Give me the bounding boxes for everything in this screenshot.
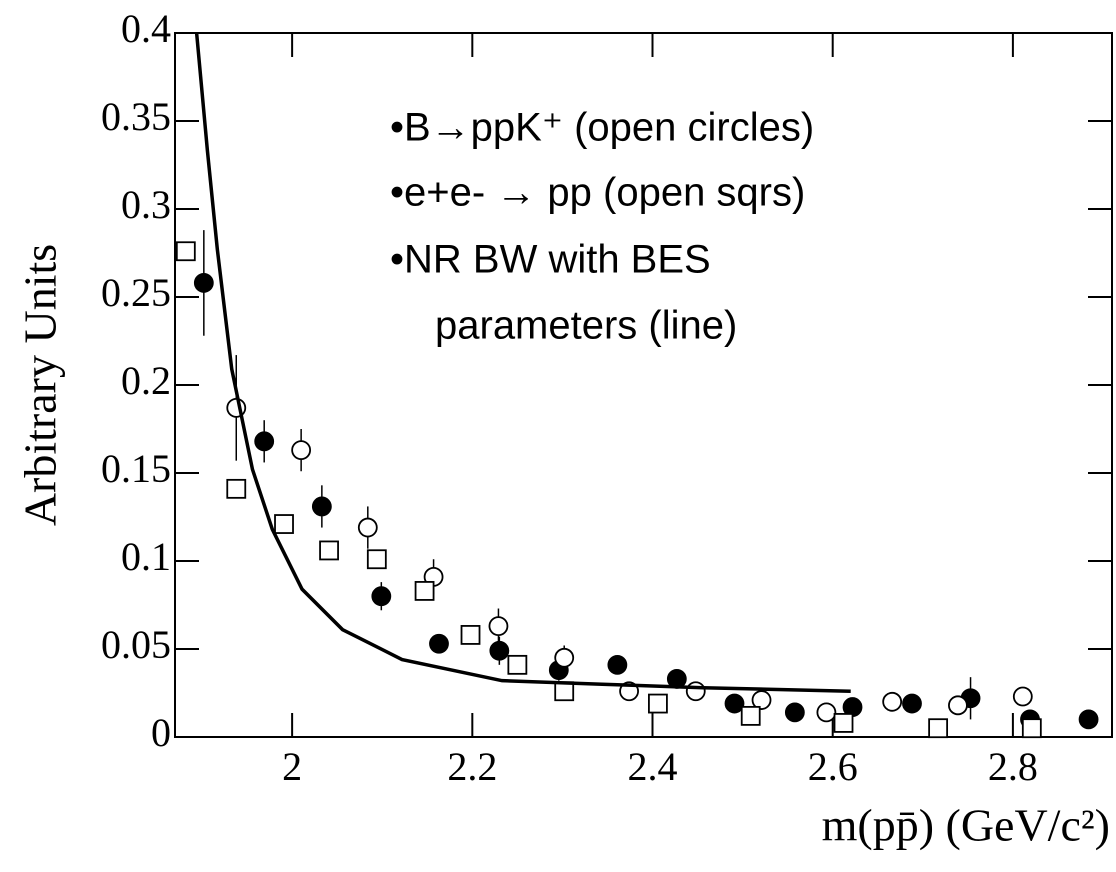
data-point bbox=[740, 705, 761, 726]
x-axis-label: m(pp̄) (GeV/c²) bbox=[822, 800, 1110, 851]
data-point bbox=[607, 654, 628, 675]
data-point bbox=[724, 693, 745, 714]
x-tick-label: 2.8 bbox=[988, 744, 1038, 789]
annotation: •NR BW with BES bbox=[390, 238, 711, 282]
data-point bbox=[319, 540, 339, 561]
data-point bbox=[175, 241, 196, 262]
data-point bbox=[928, 718, 949, 739]
data-point bbox=[1078, 709, 1099, 730]
data-point bbox=[685, 681, 706, 702]
data-point bbox=[274, 514, 294, 534]
y-tick-label: 0.35 bbox=[101, 94, 171, 139]
data-point bbox=[816, 702, 837, 723]
data-point bbox=[226, 478, 247, 499]
data-point bbox=[948, 695, 968, 716]
data-point bbox=[1012, 686, 1033, 707]
model-line bbox=[194, 32, 851, 693]
data-point bbox=[429, 633, 449, 654]
data-point bbox=[488, 616, 509, 637]
data-point bbox=[902, 693, 922, 714]
data-point bbox=[460, 625, 481, 645]
data-point bbox=[648, 693, 668, 714]
annotation: •e+e- → pp (open sqrs) bbox=[390, 171, 805, 215]
y-tick-label: 0.2 bbox=[121, 358, 171, 403]
data-point bbox=[507, 654, 528, 675]
x-tick-label: 2.2 bbox=[447, 744, 497, 789]
data-point bbox=[193, 273, 214, 293]
data-point bbox=[1021, 718, 1042, 739]
data-point bbox=[751, 690, 772, 710]
y-tick-label: 0.4 bbox=[121, 6, 171, 51]
y-axis-label: Arbitrary Units bbox=[15, 244, 66, 526]
data-point bbox=[371, 586, 392, 607]
data-point bbox=[489, 640, 510, 661]
y-tick-label: 0.1 bbox=[121, 534, 171, 579]
annotation: parameters (line) bbox=[435, 304, 737, 348]
x-tick-label: 2 bbox=[282, 744, 302, 789]
y-tick-label: 0.25 bbox=[101, 270, 171, 315]
data-point bbox=[291, 440, 312, 461]
x-tick-label: 2.6 bbox=[808, 744, 858, 789]
annotation: •B→ppK⁺ (open circles) bbox=[390, 106, 814, 150]
x-tick-label: 2.4 bbox=[628, 744, 678, 789]
data-point bbox=[414, 581, 435, 601]
data-point bbox=[254, 431, 275, 452]
data-point bbox=[882, 691, 903, 712]
y-tick-label: 0 bbox=[151, 710, 171, 755]
data-point bbox=[554, 681, 575, 702]
data-point bbox=[784, 702, 805, 723]
y-tick-label: 0.05 bbox=[101, 622, 171, 667]
y-tick-label: 0.15 bbox=[101, 446, 171, 491]
data-point bbox=[833, 713, 854, 733]
data-point bbox=[366, 549, 387, 570]
data-point bbox=[554, 647, 575, 668]
data-point bbox=[357, 517, 378, 538]
y-tick-label: 0.3 bbox=[121, 182, 171, 227]
data-point bbox=[311, 496, 332, 517]
